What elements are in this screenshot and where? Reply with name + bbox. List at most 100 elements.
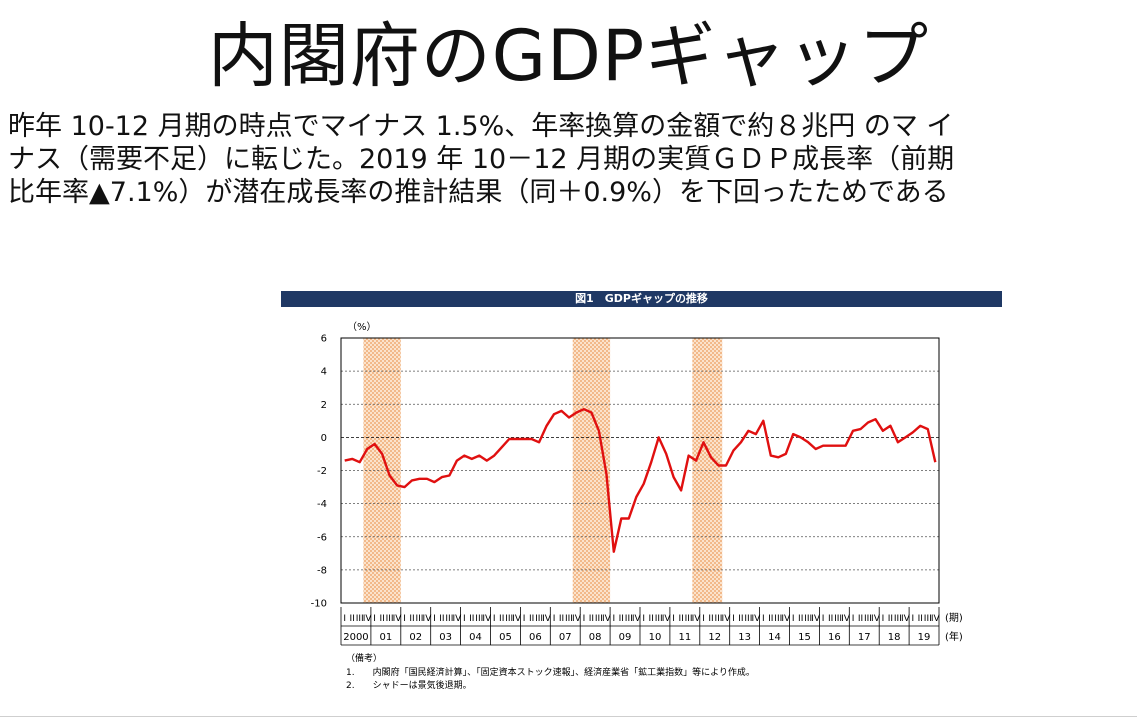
- x-quarter-label: I: [463, 614, 466, 624]
- x-quarter-label: IV: [841, 614, 851, 624]
- y-tick-label: -8: [317, 565, 327, 576]
- x-quarter-label: I: [433, 614, 436, 624]
- x-quarter-label: I: [373, 614, 376, 624]
- x-quarter-label: III: [416, 614, 424, 624]
- x-quarter-label: I: [912, 614, 915, 624]
- notes-heading: （備考）: [346, 652, 382, 664]
- x-quarter-label: I: [762, 614, 765, 624]
- x-quarter-label: I: [732, 614, 735, 624]
- y-axis-unit: （%）: [347, 321, 377, 333]
- y-tick-label: -4: [317, 499, 327, 510]
- x-quarter-label: II: [529, 614, 534, 624]
- x-year-label: 06: [529, 632, 542, 643]
- slide-body-text: 昨年 10-12 月期の時点でマイナス 1.5%、年率換算の金額で約８兆円 のマ…: [8, 110, 1133, 209]
- x-quarter-label: I: [403, 614, 406, 624]
- slide-title: 内閣府のGDPギャップ: [207, 15, 930, 97]
- x-quarter-label: II: [858, 614, 863, 624]
- x-year-label: 19: [918, 632, 931, 643]
- x-quarter-label: I: [583, 614, 586, 624]
- x-quarter-label: II: [798, 614, 803, 624]
- x-quarter-label: I: [792, 614, 795, 624]
- body-line: 比年率▲7.1%）が潜在成長率の推計結果（同＋0.9%）を下回ったためである: [8, 177, 949, 208]
- plot-area: [340, 337, 940, 604]
- x-quarter-label: I: [822, 614, 825, 624]
- gdp-gap-line: [344, 408, 937, 553]
- x-quarter-label: I: [343, 614, 346, 624]
- x-quarter-label: IV: [931, 614, 941, 624]
- y-tick-label: -6: [317, 532, 327, 543]
- x-quarter-label: III: [864, 614, 872, 624]
- x-quarter-label: IV: [751, 614, 761, 624]
- y-tick-label: 2: [321, 400, 327, 411]
- chart-title: 図1 GDPギャップの推移: [281, 291, 1002, 307]
- x-quarter-label: IV: [572, 614, 582, 624]
- x-quarter-label: I: [852, 614, 855, 624]
- x-quarter-label: IV: [781, 614, 791, 624]
- x-quarter-label: IV: [811, 614, 821, 624]
- x-quarter-label: III: [744, 614, 752, 624]
- x-year-label: 14: [768, 632, 781, 643]
- x-quarter-label: II: [708, 614, 713, 624]
- x-quarter-label: II: [409, 614, 414, 624]
- x-quarter-label: IV: [363, 614, 373, 624]
- x-year-label: 03: [439, 632, 452, 643]
- x-quarter-label: III: [565, 614, 573, 624]
- x-quarter-label: IV: [871, 614, 881, 624]
- x-quarter-label: IV: [423, 614, 433, 624]
- x-quarter-label: III: [804, 614, 812, 624]
- x-quarter-label: III: [475, 614, 483, 624]
- x-quarter-label: III: [685, 614, 693, 624]
- x-year-label: 17: [858, 632, 871, 643]
- x-quarter-label: IV: [692, 614, 702, 624]
- x-axis-unit-year: (年): [945, 630, 963, 643]
- y-tick-label: -10: [311, 599, 327, 610]
- x-axis-unit-quarter: (期): [945, 612, 963, 624]
- x-quarter-label: IV: [602, 614, 612, 624]
- x-quarter-label: III: [535, 614, 543, 624]
- x-quarter-label: I: [702, 614, 705, 624]
- x-year-label: 02: [409, 632, 422, 643]
- x-year-label: 18: [888, 632, 901, 643]
- x-year-label: 09: [619, 632, 632, 643]
- x-quarter-label: II: [738, 614, 743, 624]
- x-quarter-label: III: [356, 614, 364, 624]
- x-year-label: 04: [469, 632, 482, 643]
- x-quarter-label: III: [386, 614, 394, 624]
- x-quarter-label: III: [445, 614, 453, 624]
- x-year-label: 10: [649, 632, 662, 643]
- x-quarter-label: IV: [901, 614, 911, 624]
- x-quarter-label: II: [499, 614, 504, 624]
- note-item: 2. シャドーは景気後退期。: [346, 679, 472, 691]
- x-quarter-label: III: [924, 614, 932, 624]
- y-tick-label: 4: [321, 367, 327, 378]
- x-quarter-label: II: [350, 614, 355, 624]
- x-quarter-label: I: [553, 614, 556, 624]
- x-quarter-label: II: [469, 614, 474, 624]
- x-quarter-label: I: [882, 614, 885, 624]
- x-quarter-label: II: [379, 614, 384, 624]
- y-tick-label: 0: [321, 433, 327, 444]
- x-quarter-label: III: [715, 614, 723, 624]
- x-quarter-label: III: [774, 614, 782, 624]
- x-year-label: 16: [828, 632, 841, 643]
- note-item: 1. 内閣府「国民経済計算」、「固定資本ストック速報」、経済産業省「鉱工業指数」…: [346, 666, 755, 678]
- y-tick-label: 6: [321, 334, 327, 345]
- x-quarter-label: II: [768, 614, 773, 624]
- x-quarter-label: IV: [393, 614, 403, 624]
- x-year-label: 15: [798, 632, 811, 643]
- x-quarter-label: II: [589, 614, 594, 624]
- x-quarter-label: III: [894, 614, 902, 624]
- x-quarter-label: II: [559, 614, 564, 624]
- x-quarter-label: II: [888, 614, 893, 624]
- x-quarter-label: IV: [512, 614, 522, 624]
- x-year-label: 13: [738, 632, 751, 643]
- x-quarter-label: II: [918, 614, 923, 624]
- x-quarter-label: IV: [662, 614, 672, 624]
- x-quarter-label: II: [619, 614, 624, 624]
- x-year-label: 12: [708, 632, 721, 643]
- slide-bottom-border: [0, 716, 1137, 717]
- x-quarter-label: III: [625, 614, 633, 624]
- x-quarter-label: I: [642, 614, 645, 624]
- x-quarter-label: I: [613, 614, 616, 624]
